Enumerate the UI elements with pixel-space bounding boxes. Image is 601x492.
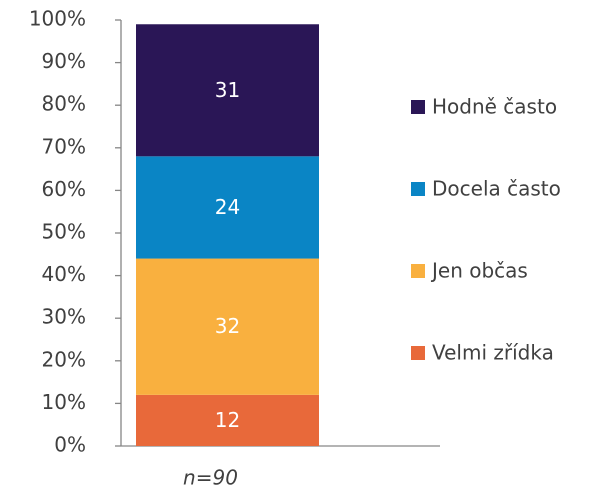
y-tick-label: 10%	[42, 390, 86, 414]
y-tick-label: 40%	[42, 262, 86, 286]
y-tick-label: 30%	[42, 305, 86, 329]
legend-swatch	[411, 182, 425, 196]
bar-segment	[136, 258, 319, 395]
legend-swatch	[411, 100, 425, 114]
legend-swatch	[411, 346, 425, 360]
y-tick-label: 90%	[42, 49, 86, 73]
x-tick-label: n=90	[183, 466, 238, 490]
bar-segment	[136, 156, 319, 259]
y-tick-label: 50%	[42, 220, 86, 244]
data-label: 31	[215, 78, 240, 102]
y-tick-label: 60%	[42, 177, 86, 201]
data-label: 24	[215, 195, 240, 219]
data-label: 32	[215, 314, 240, 338]
y-tick-label: 0%	[54, 433, 86, 457]
legend-swatch	[411, 264, 425, 278]
y-tick-label: 70%	[42, 134, 86, 158]
y-tick-label: 20%	[42, 347, 86, 371]
legend-label: Hodně často	[432, 95, 557, 119]
data-label: 12	[215, 408, 240, 432]
bar-segment	[136, 394, 319, 446]
legend-label: Velmi zřídka	[432, 341, 554, 365]
y-tick-label: 80%	[42, 92, 86, 116]
legend-label: Docela často	[432, 177, 561, 201]
bar-segment	[136, 24, 319, 157]
y-tick-label: 100%	[29, 7, 86, 31]
legend-label: Jen občas	[430, 259, 528, 283]
